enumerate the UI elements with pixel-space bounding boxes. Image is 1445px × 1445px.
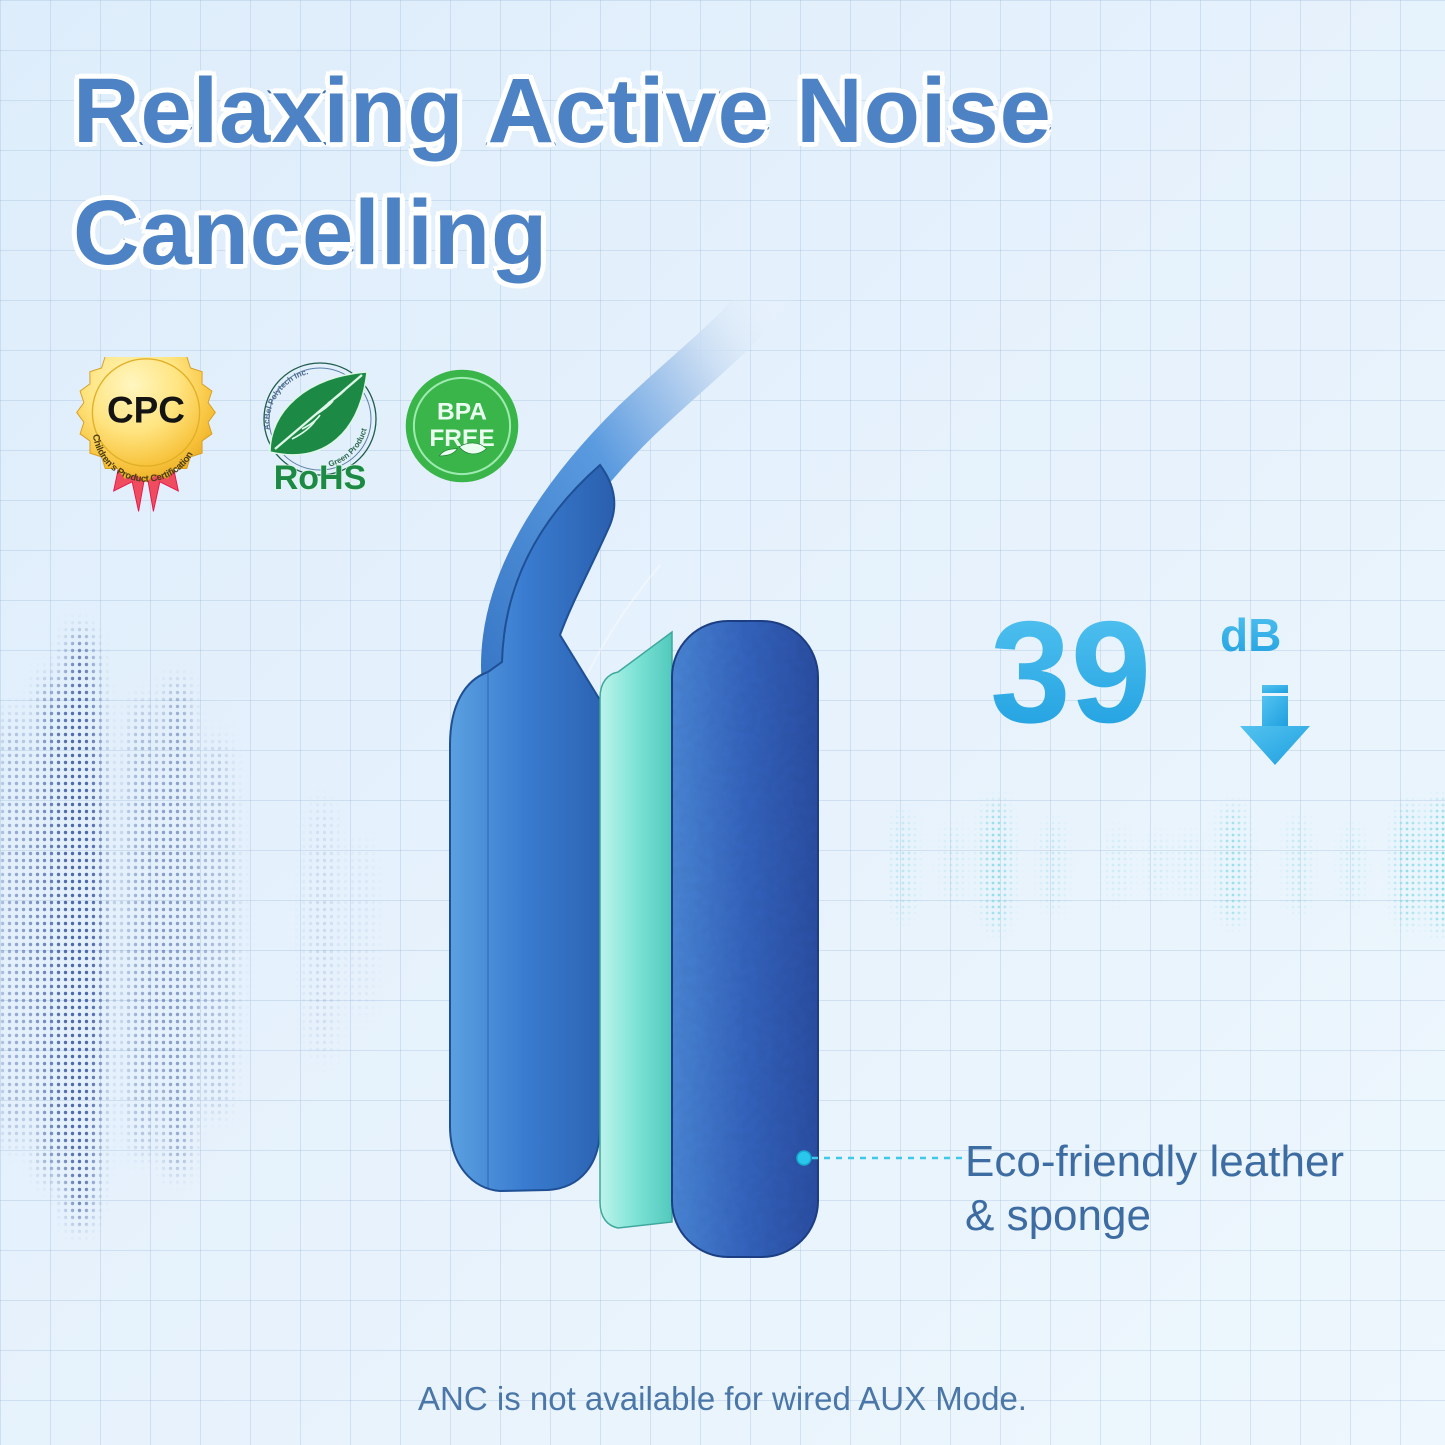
svg-text:RoHS: RoHS: [274, 459, 367, 497]
svg-text:CPC: CPC: [107, 390, 185, 431]
